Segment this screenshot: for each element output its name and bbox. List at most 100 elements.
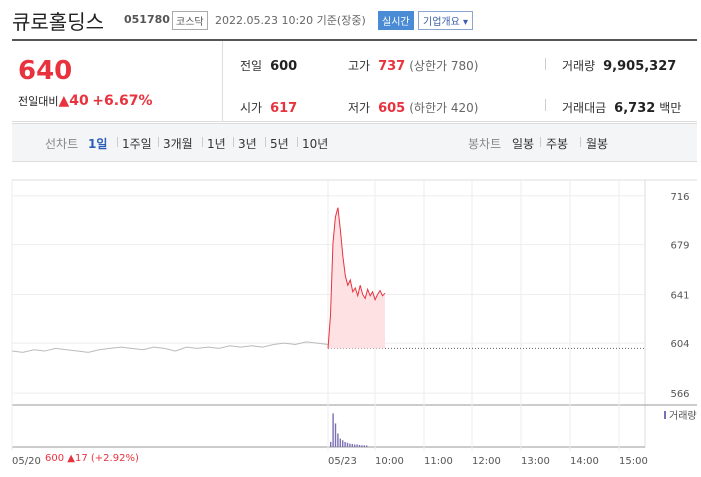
item-label: 전일 <box>240 59 263 73</box>
up-arrow: ▲ <box>58 93 70 109</box>
period-tab[interactable]: 5년 <box>270 137 289 151</box>
company-button-label: 기업개요 <box>423 17 460 28</box>
footer-change-pct: (+2.92%) <box>90 453 139 464</box>
tab-separator <box>233 137 234 147</box>
tab-separator <box>540 137 541 147</box>
footer-close: 600 <box>45 453 65 464</box>
period-tab[interactable]: 10년 <box>302 137 329 151</box>
divider <box>545 99 546 111</box>
tab-bar <box>12 123 697 162</box>
quote-item: 저가 605 (하한가 420) <box>348 97 478 116</box>
volume-bar <box>334 423 337 447</box>
stock-name: 큐로홀딩스 <box>12 10 104 34</box>
footer: 600 ▲17 (+2.92%) <box>45 453 139 464</box>
x-tick-label: 10:00 <box>375 456 404 467</box>
quote-box <box>12 41 697 122</box>
item-value: 9,905,327 <box>603 59 677 74</box>
volume-bar <box>344 441 346 447</box>
divider <box>545 58 546 70</box>
item-value: 6,732 <box>614 101 656 116</box>
y-tick-label: 604 <box>670 339 689 350</box>
change-row: 전일대비▲40 +6.67% <box>18 93 153 109</box>
item-note: (상한가 780) <box>409 59 479 73</box>
y-tick-label: 641 <box>670 290 689 301</box>
quote-item: 전일 600 <box>240 55 297 74</box>
item-label: 시가 <box>240 101 263 115</box>
x-tick-label: 15:00 <box>619 456 648 467</box>
y-tick-label: 679 <box>670 240 689 251</box>
previous-line <box>11 341 329 353</box>
tab-separator <box>117 137 118 147</box>
period-tab[interactable]: 3년 <box>238 137 257 151</box>
candle-chart-label: 봉차트 <box>468 137 502 151</box>
volume-bar <box>330 441 332 447</box>
period-tab[interactable]: 3개월 <box>163 137 193 151</box>
y-tick-label: 566 <box>670 389 689 400</box>
x-tick-label: 05/23 <box>328 456 357 467</box>
volume-bar <box>337 433 339 447</box>
tab-separator <box>202 137 203 147</box>
tab-separator <box>158 137 159 147</box>
item-label: 고가 <box>348 59 371 73</box>
item-unit: 백만 <box>659 101 682 115</box>
volume-bar <box>366 445 368 447</box>
quote-item: 거래대금 6,732 백만 <box>562 97 681 116</box>
period-tab[interactable]: 1일 <box>88 137 108 151</box>
x-tick-label: 05/20 <box>12 456 41 467</box>
stock-code: 051780 <box>124 13 170 26</box>
volume-bar <box>342 440 344 447</box>
today-line <box>327 207 386 349</box>
volume-bar <box>363 445 365 447</box>
x-tick-label: 11:00 <box>424 456 453 467</box>
x-tick-label: 13:00 <box>521 456 550 467</box>
realtime-badge: 실시간 <box>378 11 414 30</box>
company-button[interactable]: 기업개요 ▾ <box>418 11 474 30</box>
candle-tab[interactable]: 일봉 <box>512 137 535 151</box>
tab-separator <box>580 137 581 147</box>
divider <box>12 39 697 41</box>
item-value: 600 <box>270 59 298 74</box>
quote-item: 시가 617 <box>240 97 297 116</box>
x-tick-label: 12:00 <box>472 456 501 467</box>
volume-bar <box>356 444 358 447</box>
tab-separator <box>265 137 266 147</box>
volume-bar <box>354 444 356 447</box>
candle-tab[interactable]: 월봉 <box>586 137 609 151</box>
price: 640 <box>18 56 73 86</box>
legend-swatch <box>664 411 666 419</box>
x-tick-label: 14:00 <box>570 456 599 467</box>
item-value: 605 <box>378 101 406 116</box>
volume-bar <box>358 444 361 447</box>
volume-bar <box>339 438 341 447</box>
candle-tab[interactable]: 주봉 <box>546 137 569 151</box>
quote-item: 고가 737 (상한가 780) <box>348 55 478 74</box>
chart: 716 679 641 604 566 05/20 05/23 10:00 11:00 12:00… <box>11 179 697 467</box>
change: 40 <box>69 93 89 109</box>
item-note: (하한가 420) <box>409 101 479 115</box>
divider <box>222 41 223 121</box>
quote-item: 거래량 9,905,327 <box>562 55 676 74</box>
tab-separator <box>297 137 298 147</box>
item-value: 617 <box>270 101 298 116</box>
legend-label: 거래량 <box>669 410 697 422</box>
y-tick-label: 716 <box>670 192 689 203</box>
item-label: 거래량 <box>562 59 596 73</box>
period-tab[interactable]: 1주일 <box>122 137 152 151</box>
item-value: 737 <box>378 59 406 74</box>
volume-bar <box>332 413 334 447</box>
volume-bar <box>346 442 349 447</box>
up-arrow: ▲ <box>67 453 75 464</box>
change-pct: +6.67% <box>92 93 153 109</box>
line-chart-label: 선차트 <box>45 137 79 151</box>
today-area <box>328 207 385 349</box>
footer-change: 17 <box>74 453 88 464</box>
change-label: 전일대비 <box>18 95 59 108</box>
item-label: 거래대금 <box>562 101 607 115</box>
volume-bar <box>349 443 351 447</box>
item-label: 저가 <box>348 101 371 115</box>
volume-bar <box>361 445 363 447</box>
market-badge: 코스닥 <box>172 11 208 30</box>
period-tab[interactable]: 1년 <box>207 137 226 151</box>
volume-bar <box>351 443 353 447</box>
